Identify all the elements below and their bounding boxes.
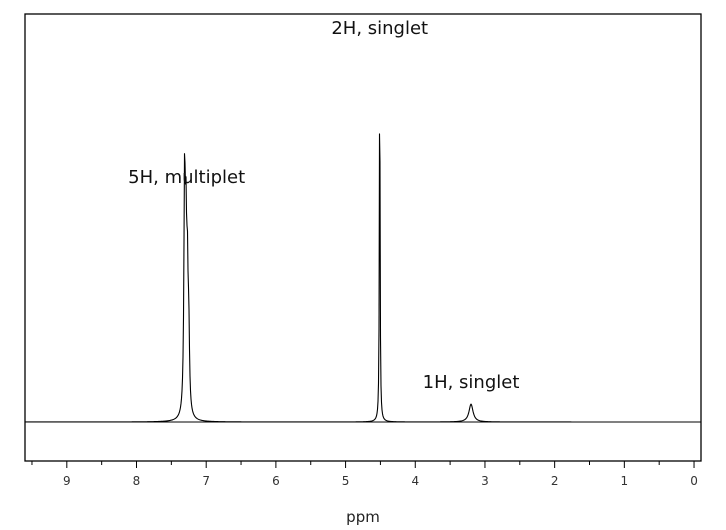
spectrum-line bbox=[24, 133, 702, 423]
x-tick-label: 0 bbox=[690, 474, 698, 488]
peak-annotation: 1H, singlet bbox=[423, 372, 520, 393]
x-tick-label: 3 bbox=[481, 474, 489, 488]
x-axis-label: ppm bbox=[346, 508, 380, 526]
x-tick-label: 4 bbox=[411, 474, 419, 488]
x-axis-ticks bbox=[31, 461, 695, 468]
x-axis-tick-labels: 9 8 7 6 5 4 3 2 1 0 bbox=[63, 474, 698, 488]
peak-annotation: 2H, singlet bbox=[331, 18, 428, 39]
x-tick-label: 6 bbox=[272, 474, 280, 488]
x-tick-label: 1 bbox=[621, 474, 629, 488]
plot-frame bbox=[24, 13, 702, 462]
peak-annotation: 5H, multiplet bbox=[128, 167, 245, 188]
x-tick-label: 5 bbox=[342, 474, 350, 488]
x-tick-label: 9 bbox=[63, 474, 71, 488]
peak-annotations: 5H, multiplet 2H, singlet 1H, singlet bbox=[128, 18, 519, 393]
x-tick-label: 2 bbox=[551, 474, 559, 488]
x-tick-label: 7 bbox=[202, 474, 210, 488]
x-tick-label: 8 bbox=[133, 474, 141, 488]
